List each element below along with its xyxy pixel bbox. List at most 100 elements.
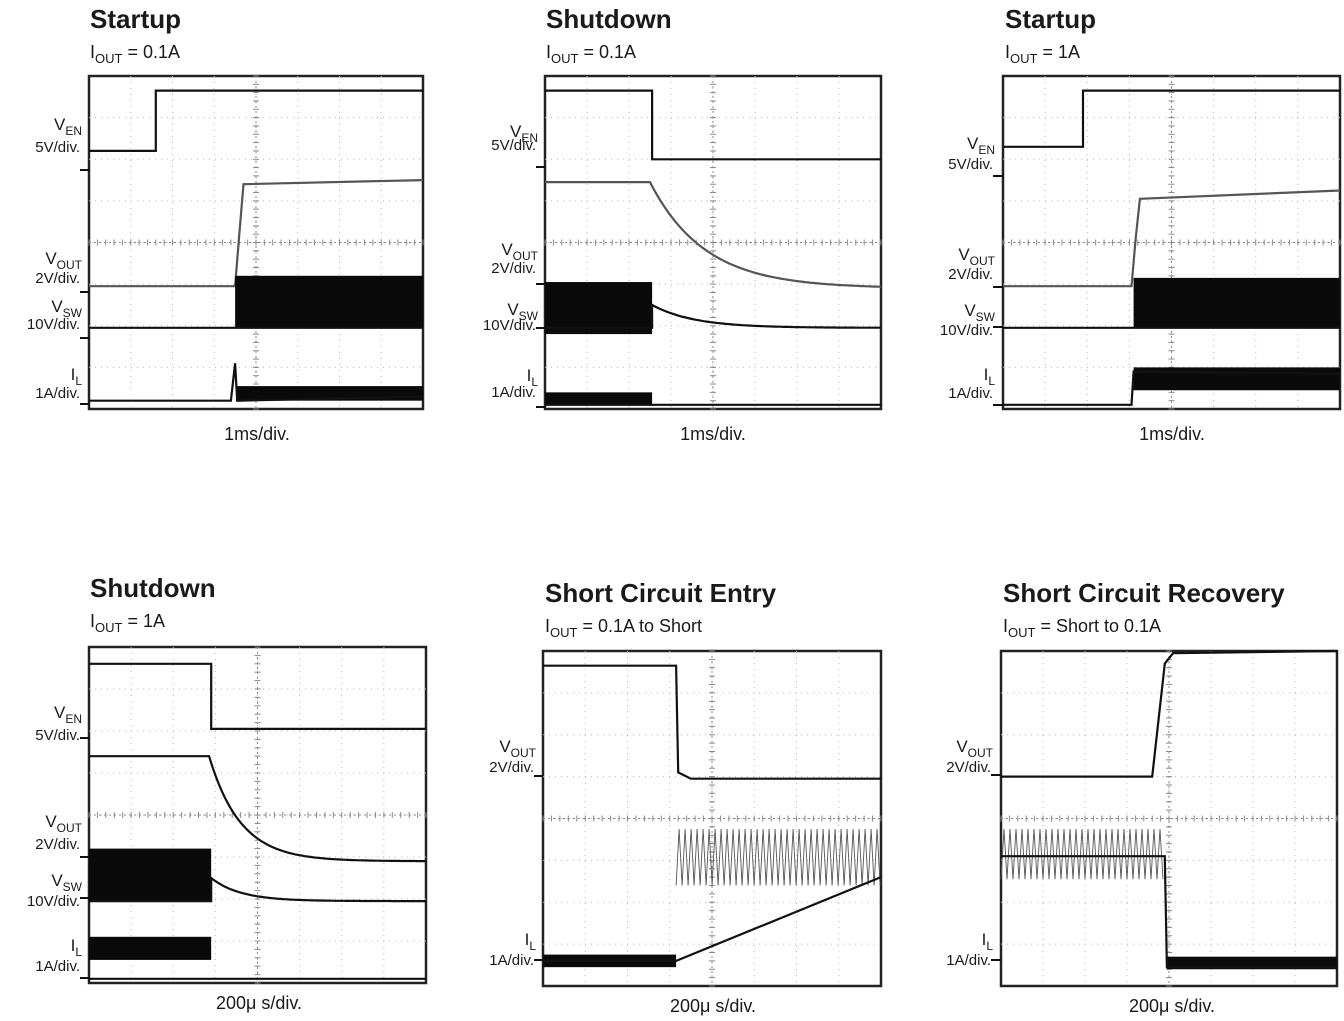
trace-il xyxy=(89,363,424,402)
channel-label: IL xyxy=(71,365,83,388)
scope-title: Shutdown xyxy=(90,573,216,603)
trace-il xyxy=(1003,367,1341,406)
channel-scale: 2V/div. xyxy=(35,836,80,853)
scope-title: Startup xyxy=(1005,4,1096,34)
trace-line xyxy=(1001,649,1338,778)
channel-scale: 10V/div. xyxy=(27,893,80,910)
channel-label: VSW xyxy=(964,301,995,324)
scope-title: Shutdown xyxy=(546,4,672,34)
trace-vsw xyxy=(545,282,881,335)
channel-scale: 10V/div. xyxy=(483,317,536,334)
channel-label: VOUT xyxy=(45,249,82,272)
channel-label: VSW xyxy=(51,297,82,320)
scope-subtitle: IOUT = 0.1A xyxy=(90,42,180,66)
channel-label: VEN xyxy=(54,115,82,138)
channel-label: IL xyxy=(984,365,996,388)
scope-subtitle: IOUT = 0.1A to Short xyxy=(545,616,702,640)
switching-burst xyxy=(1133,277,1340,328)
channel-label: VEN xyxy=(54,703,82,726)
channel-scale: 2V/div. xyxy=(489,759,534,776)
channel-scale: 2V/div. xyxy=(491,260,536,277)
trace-line xyxy=(545,181,881,288)
timebase-label: 1ms/div. xyxy=(680,424,746,444)
trace-line xyxy=(543,876,882,962)
trace-line xyxy=(1003,89,1340,148)
channel-label: VSW xyxy=(51,871,82,894)
trace-line xyxy=(89,179,424,288)
channel-label: IL xyxy=(982,930,994,953)
timebase-label: 1ms/div. xyxy=(1139,424,1205,444)
trace-vout xyxy=(545,181,881,288)
scope-subtitle: IOUT = 1A xyxy=(1005,42,1080,66)
channel-label: VOUT xyxy=(958,245,995,268)
trace-line xyxy=(1003,370,1341,406)
channel-label: VEN xyxy=(510,122,538,145)
channel-scale: 2V/div. xyxy=(946,759,991,776)
switching-burst xyxy=(235,275,423,328)
switching-burst xyxy=(1000,828,1164,880)
channel-scale: 2V/div. xyxy=(35,270,80,287)
scope-title: Startup xyxy=(90,4,181,34)
trace-vsw xyxy=(89,848,426,903)
trace-vout xyxy=(89,755,426,863)
channel-label: IL xyxy=(527,366,539,389)
trace-line xyxy=(89,363,424,402)
channel-scale: 5V/div. xyxy=(35,727,80,744)
channel-scale: 2V/div. xyxy=(948,266,993,283)
channel-label: VOUT xyxy=(499,737,536,760)
trace-line xyxy=(89,875,426,903)
trace-line xyxy=(1003,189,1341,288)
trace-il xyxy=(543,828,882,968)
channel-label: IL xyxy=(71,936,83,959)
switching-burst xyxy=(675,828,881,886)
channel-scale: 1A/div. xyxy=(489,952,534,969)
channel-scale: 10V/div. xyxy=(940,322,993,339)
trace-line xyxy=(543,664,881,780)
timebase-label: 1ms/div. xyxy=(224,424,290,444)
trace-vout xyxy=(1001,649,1338,778)
timebase-label: 200μ s/div. xyxy=(670,996,756,1016)
channel-scale: 10V/div. xyxy=(27,316,80,333)
scope-title: Short Circuit Entry xyxy=(545,578,777,608)
trace-vsw xyxy=(1003,277,1340,329)
timebase-label: 200μ s/div. xyxy=(216,993,302,1013)
scope-crosshair xyxy=(1000,650,1338,987)
channel-scale: 1A/div. xyxy=(946,952,991,969)
timebase-label: 200μ s/div. xyxy=(1129,996,1215,1016)
trace-ven xyxy=(89,89,423,152)
channel-label: IL xyxy=(525,930,537,953)
channel-scale: 1A/div. xyxy=(35,958,80,975)
trace-il xyxy=(545,392,881,406)
scope-crosshair xyxy=(544,75,882,410)
trace-ven xyxy=(1003,89,1340,148)
trace-line xyxy=(1001,855,1337,969)
trace-il xyxy=(1000,828,1337,970)
trace-vout xyxy=(89,179,424,288)
trace-vsw xyxy=(89,275,423,329)
scope-panel: Short Circuit Entry IOUT = 0.1A to Short V… xyxy=(489,578,883,1016)
trace-line xyxy=(89,755,426,863)
channel-scale: 5V/div. xyxy=(35,139,80,156)
trace-ven xyxy=(89,662,426,730)
trace-vout xyxy=(1003,189,1341,288)
trace-il xyxy=(89,936,426,980)
channel-scale: 1A/div. xyxy=(35,385,80,402)
scope-subtitle: IOUT = 0.1A xyxy=(546,42,636,66)
switching-burst xyxy=(89,848,212,902)
scope-subtitle: IOUT = 1A xyxy=(90,611,165,635)
scope-panel: Short Circuit Recovery IOUT = Short to 0.… xyxy=(946,578,1339,1016)
channel-label: VOUT xyxy=(501,240,538,263)
trace-line xyxy=(89,662,426,730)
trace-vout xyxy=(543,664,881,780)
switching-burst xyxy=(545,392,653,405)
trace-line xyxy=(545,303,881,329)
scope-subtitle: IOUT = Short to 0.1A xyxy=(1003,616,1161,640)
channel-label: VSW xyxy=(507,300,538,323)
trace-line xyxy=(89,89,423,152)
channel-scale: 1A/div. xyxy=(948,385,993,402)
switching-burst xyxy=(89,936,212,960)
